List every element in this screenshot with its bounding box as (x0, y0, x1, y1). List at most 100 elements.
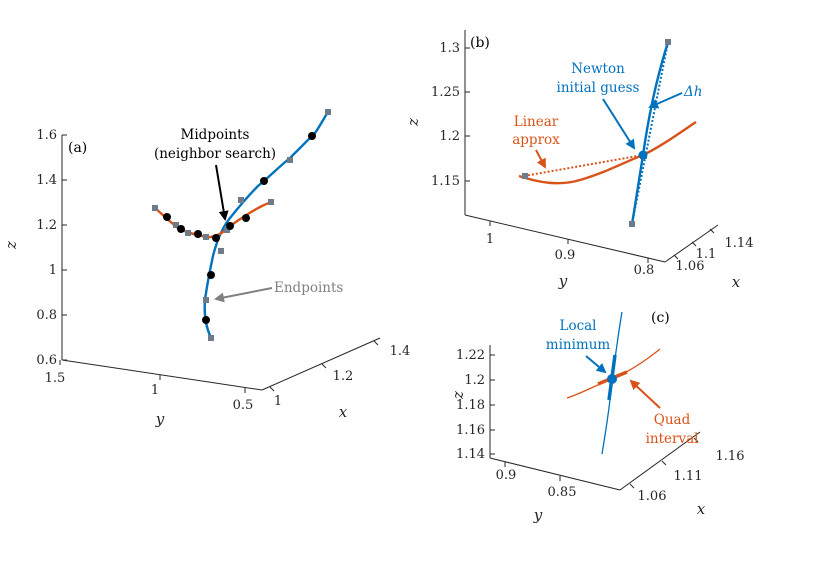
panel-c-label: (c) (651, 310, 670, 326)
panel-c: 1.22 1.2 1.18 1.16 1.14 0.9 0.85 1.06 1.… (449, 310, 744, 524)
panel-a-z-tick: 1.4 (36, 173, 57, 188)
midpoint-marker (163, 213, 171, 221)
midpoint-marker (207, 271, 215, 279)
endpoints-arrow (214, 287, 273, 303)
newton-annotation-sub: initial guess (557, 80, 640, 96)
panel-a-y-label: y (155, 410, 165, 428)
panel-a-z-tick: 0.8 (36, 308, 57, 323)
linear-annotation: Linear (514, 114, 559, 130)
panel-b: 1.3 1.25 1.2 1.15 1 0.9 0.8 1.06 1.1 1.1… (404, 30, 753, 291)
panel-c-x-tick: 1.11 (674, 469, 703, 484)
panel-a-z-tick: 1 (49, 263, 57, 278)
panel-b-x-label: x (732, 273, 741, 291)
endpoint-marker (629, 221, 635, 227)
panel-c-x-label: x (697, 500, 706, 518)
endpoint-marker (203, 297, 209, 303)
quad-arrow (629, 379, 661, 409)
midpoint-marker (202, 316, 210, 324)
newton-initial-guess-point (638, 150, 648, 160)
panel-b-x-tick: 1.14 (725, 236, 754, 251)
delta-h-annotation: Δh (683, 84, 702, 100)
panel-a-x-axis (261, 337, 381, 391)
panel-a-orange-curve (154, 200, 272, 239)
panel-a-y-tick: 1 (151, 383, 159, 398)
panel-a-x-ticks (269, 340, 379, 392)
panel-b-y-tick: 0.9 (555, 248, 576, 263)
midpoint-marker (177, 225, 185, 233)
endpoints-annotation: Endpoints (274, 280, 343, 296)
panel-b-z-tick: 1.25 (431, 85, 460, 100)
panel-b-delta-h-line (631, 41, 669, 225)
panel-c-x-axis (619, 431, 701, 491)
panel-b-x-tick: 1.06 (676, 259, 705, 274)
panel-b-x-tick: 1.1 (696, 247, 717, 262)
midpoint-marker (226, 222, 234, 230)
linear-arrow (535, 149, 546, 169)
panel-c-y-tick: 0.85 (548, 485, 577, 500)
panel-a-axes (61, 135, 381, 391)
panel-a-y-axis (61, 359, 263, 391)
panel-a-x-tick: 1.4 (390, 344, 411, 359)
panel-a-z-tick: 0.6 (36, 353, 57, 368)
endpoint-marker (208, 335, 214, 341)
panel-b-orange-curve (518, 121, 697, 185)
panel-b-y-axis (464, 214, 666, 263)
linear-annotation-sub: approx (512, 132, 560, 148)
panel-a-y-tick: 1.5 (45, 371, 66, 386)
panel-a-orange-endpoints (152, 199, 274, 240)
panel-a-z-label: z (2, 241, 20, 250)
midpoints-annotation-sub: (neighbor search) (154, 146, 276, 162)
local-minimum-point (607, 374, 617, 384)
endpoint-marker (287, 157, 293, 163)
quad-annotation-sub: interval (646, 431, 699, 447)
panel-a-y-ticks (59, 360, 246, 393)
endpoint-marker (238, 197, 244, 203)
endpoint-marker (325, 109, 331, 115)
panel-a-x-tick: 1 (274, 394, 282, 409)
endpoint-marker (268, 199, 274, 205)
panel-a-x-tick: 1.2 (333, 369, 354, 384)
panel-a-x-label: x (339, 403, 348, 421)
panel-b-x-axis (664, 224, 719, 263)
panel-b-y-tick: 1 (486, 232, 494, 247)
midpoint-marker (260, 177, 268, 185)
local-min-annotation: Local (559, 318, 596, 334)
panel-b-z-tick: 1.15 (431, 174, 460, 189)
panel-a-midpoints (163, 132, 316, 324)
newton-annotation: Newton (571, 61, 625, 77)
panel-c-z-tick: 1.16 (456, 423, 485, 438)
local-min-annotation-sub: minimum (546, 337, 611, 353)
panel-a-label: (a) (68, 140, 87, 156)
panel-b-y-tick: 0.8 (634, 263, 655, 278)
panel-b-z-label: z (404, 118, 422, 127)
endpoint-marker (522, 173, 528, 179)
midpoints-arrow (215, 164, 229, 221)
panel-a-z-tick: 1.6 (36, 128, 57, 143)
panel-c-z-tick: 1.2 (464, 373, 485, 388)
midpoint-marker (194, 230, 202, 238)
midpoint-marker (308, 132, 316, 140)
panel-b-y-label: y (558, 272, 568, 290)
endpoint-marker (203, 234, 209, 240)
midpoint-marker (242, 214, 250, 222)
panel-c-y-tick: 0.9 (496, 468, 517, 483)
panel-b-label: (b) (470, 35, 490, 51)
panel-c-x-tick: 1.06 (638, 489, 667, 504)
endpoint-marker (173, 222, 179, 228)
endpoint-marker (152, 205, 158, 211)
endpoint-marker (218, 248, 224, 254)
panel-a-z-ticks (62, 134, 67, 361)
newton-arrow (602, 98, 636, 150)
panel-a: 1.6 1.4 1.2 1 0.8 0.6 1.5 1 0.5 1 1.2 1.… (2, 109, 410, 428)
endpoint-marker (185, 230, 191, 236)
local-min-arrow (585, 355, 607, 374)
panel-b-z-tick: 1.2 (439, 129, 460, 144)
panel-c-z-label: z (449, 391, 467, 400)
panel-c-z-tick: 1.18 (456, 398, 485, 413)
endpoint-marker (224, 227, 230, 233)
panel-c-x-tick: 1.16 (716, 449, 745, 464)
panel-c-y-label: y (533, 506, 543, 524)
panel-b-linear-approx-line (523, 154, 644, 177)
panel-b-z-tick: 1.3 (439, 41, 460, 56)
panel-a-blue-endpoints (203, 109, 331, 341)
